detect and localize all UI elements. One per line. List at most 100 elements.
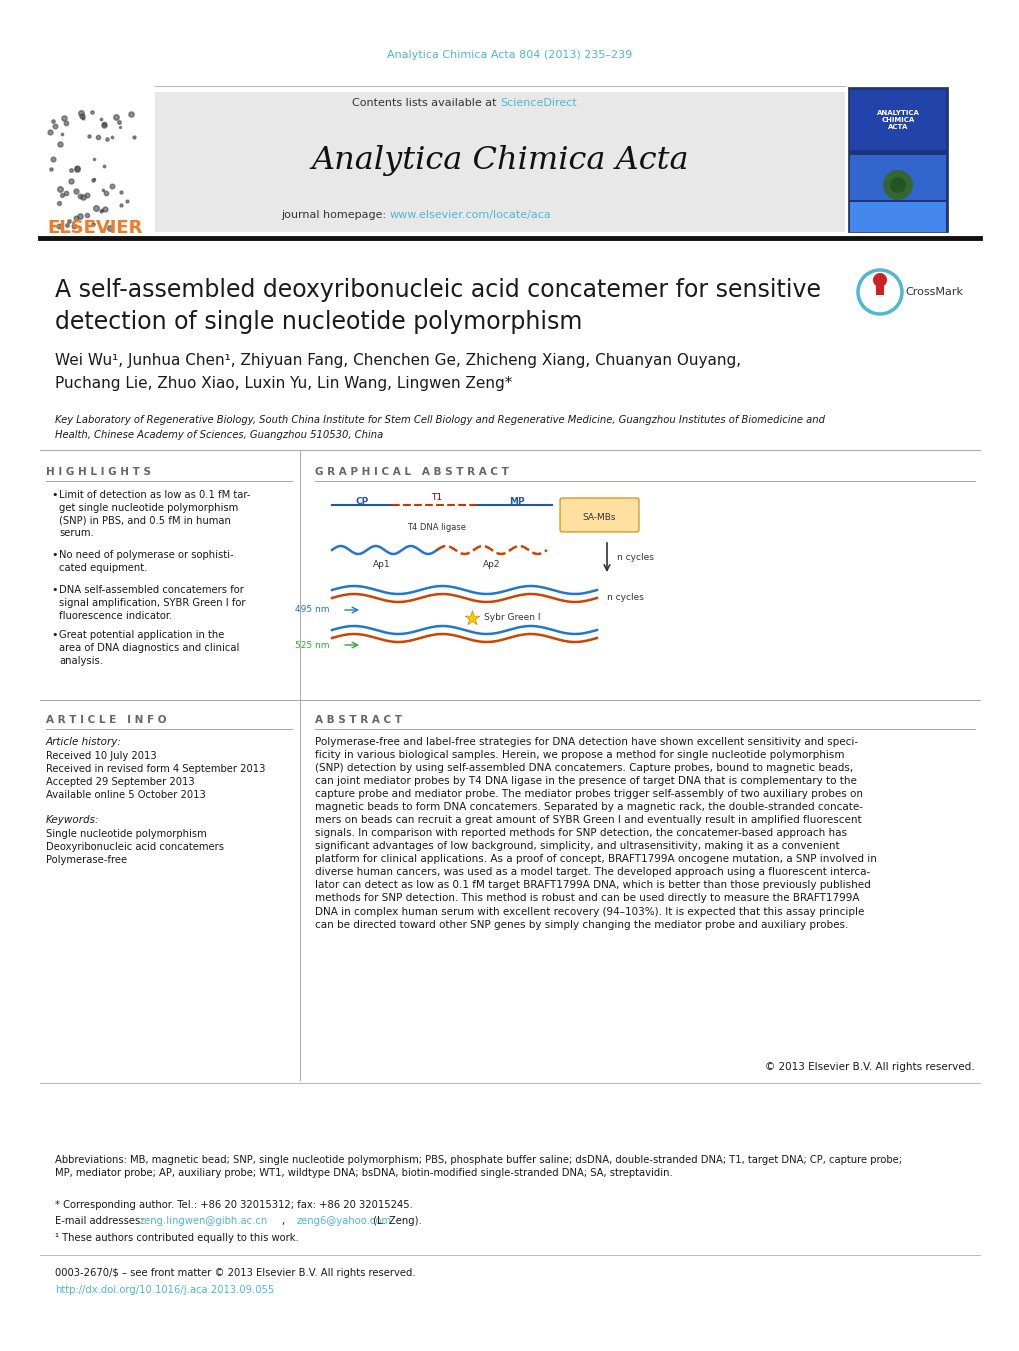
Circle shape (857, 270, 901, 313)
Point (57, 182, 73, 204)
Point (45, 149, 61, 170)
Text: Great potential application in the
area of DNA diagnostics and clinical
analysis: Great potential application in the area … (59, 630, 239, 666)
FancyBboxPatch shape (559, 499, 638, 532)
Text: 525 nm: 525 nm (296, 640, 330, 650)
Text: ScienceDirect: ScienceDirect (499, 99, 576, 108)
Text: CP: CP (355, 497, 368, 507)
Point (122, 103, 139, 124)
Text: Sybr Green I: Sybr Green I (484, 613, 540, 623)
Point (110, 112, 126, 134)
Point (51, 192, 67, 213)
Circle shape (882, 170, 912, 200)
Text: •: • (51, 490, 57, 500)
Point (68, 158, 85, 180)
Text: Accepted 29 September 2013: Accepted 29 September 2013 (46, 777, 195, 788)
Text: A B S T R A C T: A B S T R A C T (315, 715, 401, 725)
Point (63, 159, 79, 181)
Text: •: • (51, 630, 57, 640)
Text: Key Laboratory of Regenerative Biology, South China Institute for Stem Cell Biol: Key Laboratory of Regenerative Biology, … (55, 415, 824, 426)
Point (58, 213, 74, 235)
Text: Ap2: Ap2 (483, 561, 500, 569)
Point (54, 184, 70, 205)
Text: Puchang Lie, Zhuo Xiao, Luxin Yu, Lin Wang, Lingwen Zeng*: Puchang Lie, Zhuo Xiao, Luxin Yu, Lin Wa… (55, 376, 512, 390)
Point (111, 116, 127, 138)
Text: DNA self-assembled concatemers for
signal amplification, SYBR Green I for
fluore: DNA self-assembled concatemers for signa… (59, 585, 246, 620)
Point (81, 126, 97, 147)
Text: MP: MP (508, 497, 525, 507)
Text: Received 10 July 2013: Received 10 July 2013 (46, 751, 157, 761)
Text: Single nucleotide polymorphism: Single nucleotide polymorphism (46, 830, 207, 839)
Text: ,: , (281, 1216, 288, 1225)
Point (93, 108, 109, 130)
Text: Limit of detection as low as 0.1 fM tar-
get single nucleotide polymorphism
(SNP: Limit of detection as low as 0.1 fM tar-… (59, 490, 251, 539)
Text: A self-assembled deoxyribonucleic acid concatemer for sensitive: A self-assembled deoxyribonucleic acid c… (55, 278, 820, 303)
Point (51, 215, 67, 236)
Text: journal homepage:: journal homepage: (281, 209, 389, 220)
Text: Contents lists available at: Contents lists available at (352, 99, 499, 108)
Point (95, 180, 111, 201)
Point (125, 127, 142, 149)
Point (96, 115, 112, 136)
Text: ANALYTICA
CHIMICA
ACTA: ANALYTICA CHIMICA ACTA (875, 109, 918, 130)
Text: Wei Wu¹, Junhua Chen¹, Zhiyuan Fang, Chenchen Ge, Zhicheng Xiang, Chuanyan Ouyan: Wei Wu¹, Junhua Chen¹, Zhiyuan Fang, Che… (55, 353, 741, 367)
Point (89, 197, 105, 219)
Bar (849, 91, 945, 150)
Point (104, 127, 120, 149)
Text: detection of single nucleotide polymorphism: detection of single nucleotide polymorph… (55, 309, 582, 334)
Text: E-mail addresses:: E-mail addresses: (55, 1216, 147, 1225)
Text: Analytica Chimica Acta 804 (2013) 235–239: Analytica Chimica Acta 804 (2013) 235–23… (387, 50, 632, 59)
Point (112, 193, 128, 215)
Point (84, 101, 100, 123)
Text: 495 nm: 495 nm (296, 605, 330, 615)
Point (79, 204, 96, 226)
Text: •: • (51, 550, 57, 561)
Point (72, 185, 89, 207)
Text: Available online 5 October 2013: Available online 5 October 2013 (46, 790, 206, 800)
Point (96, 112, 112, 134)
Bar (875, 282, 883, 295)
Text: n cycles: n cycles (606, 593, 643, 603)
Point (52, 134, 68, 155)
Text: * Corresponding author. Tel.: +86 20 32015312; fax: +86 20 32015245.: * Corresponding author. Tel.: +86 20 320… (55, 1200, 413, 1210)
Text: G R A P H I C A L   A B S T R A C T: G R A P H I C A L A B S T R A C T (315, 467, 508, 477)
Text: Keywords:: Keywords: (46, 815, 100, 825)
Point (108, 107, 124, 128)
Point (78, 184, 95, 205)
Text: Article history:: Article history: (46, 738, 121, 747)
Text: 0003-2670/$ – see front matter © 2013 Elsevier B.V. All rights reserved.: 0003-2670/$ – see front matter © 2013 El… (55, 1269, 415, 1278)
Bar (155, 92, 844, 232)
Point (87, 168, 103, 189)
Point (86, 149, 102, 170)
Text: CrossMark: CrossMark (904, 286, 962, 297)
Circle shape (872, 273, 887, 286)
Bar (847, 86, 947, 232)
Point (74, 186, 91, 208)
Point (85, 213, 101, 235)
Point (86, 169, 102, 190)
Bar (849, 155, 945, 200)
Text: No need of polymerase or sophisti-
cated equipment.: No need of polymerase or sophisti- cated… (59, 550, 233, 573)
Text: www.elsevier.com/locate/aca: www.elsevier.com/locate/aca (389, 209, 551, 220)
Point (119, 190, 136, 212)
Point (99, 128, 115, 150)
Point (72, 103, 89, 124)
Text: (L. Zeng).: (L. Zeng). (370, 1216, 421, 1225)
Point (42, 122, 58, 143)
Point (43, 158, 59, 180)
Text: T4 DNA ligase: T4 DNA ligase (408, 523, 466, 532)
Point (90, 127, 106, 149)
Point (94, 199, 110, 220)
Text: zeng.lingwen@gibh.ac.cn: zeng.lingwen@gibh.ac.cn (140, 1216, 268, 1225)
Text: Ap1: Ap1 (373, 561, 390, 569)
Text: n cycles: n cycles (616, 554, 653, 562)
Text: ELSEVIER: ELSEVIER (47, 219, 143, 236)
Text: Abbreviations: MB, magnetic bead; SNP, single nucleotide polymorphism; PBS, phos: Abbreviations: MB, magnetic bead; SNP, s… (55, 1155, 901, 1178)
Bar (40, 88, 150, 235)
Point (45, 109, 61, 131)
Point (104, 176, 120, 197)
Point (63, 170, 79, 192)
Point (464, 607, 480, 628)
Text: SA-MBs: SA-MBs (582, 512, 615, 521)
Text: T1: T1 (431, 493, 442, 503)
Point (113, 181, 129, 203)
